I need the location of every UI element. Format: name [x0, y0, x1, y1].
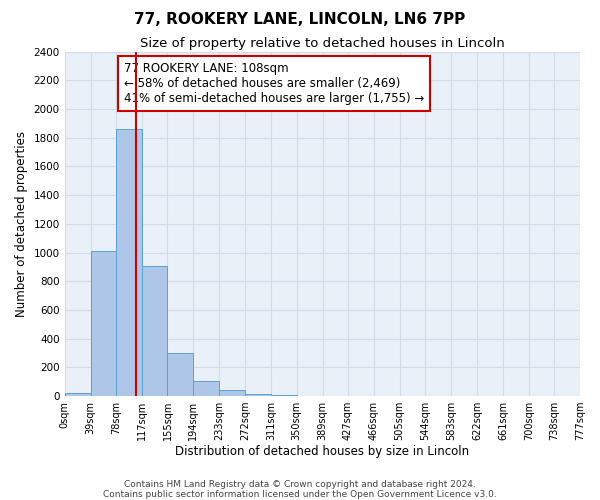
Bar: [193, 381, 219, 396]
Text: 77 ROOKERY LANE: 108sqm
← 58% of detached houses are smaller (2,469)
41% of semi: 77 ROOKERY LANE: 108sqm ← 58% of detache…: [124, 62, 424, 105]
Bar: [65, 393, 91, 396]
X-axis label: Distribution of detached houses by size in Lincoln: Distribution of detached houses by size …: [175, 444, 469, 458]
Text: 77, ROOKERY LANE, LINCOLN, LN6 7PP: 77, ROOKERY LANE, LINCOLN, LN6 7PP: [134, 12, 466, 28]
Bar: [91, 251, 116, 396]
Title: Size of property relative to detached houses in Lincoln: Size of property relative to detached ho…: [140, 38, 505, 51]
Bar: [271, 394, 297, 396]
Bar: [219, 390, 245, 396]
Bar: [116, 129, 142, 396]
Text: Contains HM Land Registry data © Crown copyright and database right 2024.
Contai: Contains HM Land Registry data © Crown c…: [103, 480, 497, 499]
Bar: [245, 394, 271, 396]
Y-axis label: Number of detached properties: Number of detached properties: [15, 131, 28, 317]
Bar: [142, 266, 167, 396]
Bar: [167, 353, 193, 396]
